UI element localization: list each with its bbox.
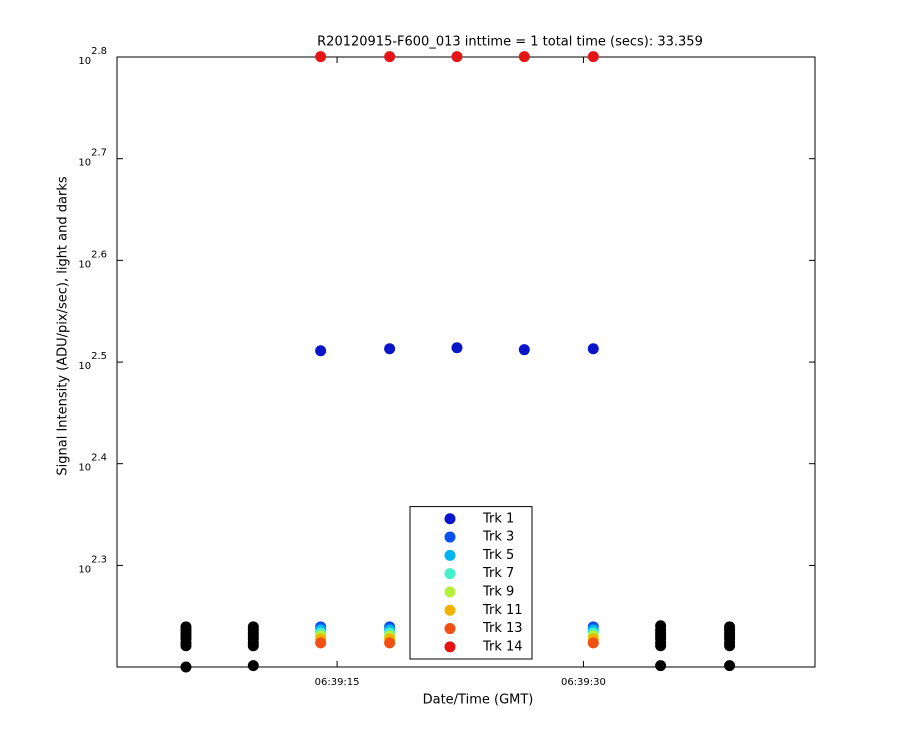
legend-marker: [444, 586, 456, 598]
legend-marker: [444, 604, 456, 616]
legend-label: Trk 7: [482, 566, 514, 581]
point: [587, 637, 599, 649]
point: [315, 51, 327, 63]
y-tick-label: 102.7: [78, 148, 107, 169]
legend-label: Trk 9: [482, 584, 514, 599]
legend: Trk 1 Trk 3 Trk 5 Trk 7 Trk 9 Trk 11 Trk 13 Trk…: [409, 506, 533, 660]
legend-label: Trk 1: [482, 511, 514, 526]
legend-marker: [444, 549, 456, 561]
point: [384, 51, 396, 63]
x-tick-label: 06:39:30: [561, 677, 606, 688]
legend-marker: [444, 568, 456, 580]
legend-box: [409, 506, 533, 660]
point: [384, 637, 396, 649]
y-axis-label: Signal Intensity (ADU/pix/sec), light an…: [56, 176, 71, 475]
legend-label: Trk 13: [482, 621, 523, 636]
point: [587, 343, 599, 355]
point: [384, 343, 396, 355]
x-tick-label: 06:39:15: [315, 677, 360, 688]
point: [518, 51, 530, 63]
point: [655, 640, 667, 652]
legend-marker: [444, 641, 456, 653]
point: [655, 660, 667, 672]
legend-label: Trk 14: [482, 639, 523, 654]
legend-marker: [444, 531, 456, 543]
x-axis-label: Date/Time (GMT): [423, 693, 534, 708]
point: [247, 640, 259, 652]
point: [451, 51, 463, 63]
legend-label: Trk 3: [482, 530, 514, 545]
legend-label: Trk 11: [482, 603, 523, 618]
y-tick-label: 102.5: [78, 351, 107, 372]
chart-title: R20120915-F600_013 inttime = 1 total tim…: [317, 35, 703, 50]
point: [315, 345, 327, 357]
point: [587, 51, 599, 63]
y-tick-label: 102.8: [78, 46, 107, 67]
point: [451, 342, 463, 354]
y-tick-label: 102.6: [78, 249, 107, 270]
point: [247, 660, 259, 672]
point: [724, 660, 736, 672]
y-tick-label: 102.3: [78, 554, 107, 575]
legend-marker: [444, 513, 456, 525]
legend-label: Trk 5: [482, 548, 514, 563]
point: [315, 637, 327, 649]
y-tick-label: 102.4: [78, 453, 107, 474]
point: [180, 661, 192, 673]
legend-marker: [444, 623, 456, 635]
point: [518, 344, 530, 356]
point: [724, 640, 736, 652]
point: [180, 640, 192, 652]
